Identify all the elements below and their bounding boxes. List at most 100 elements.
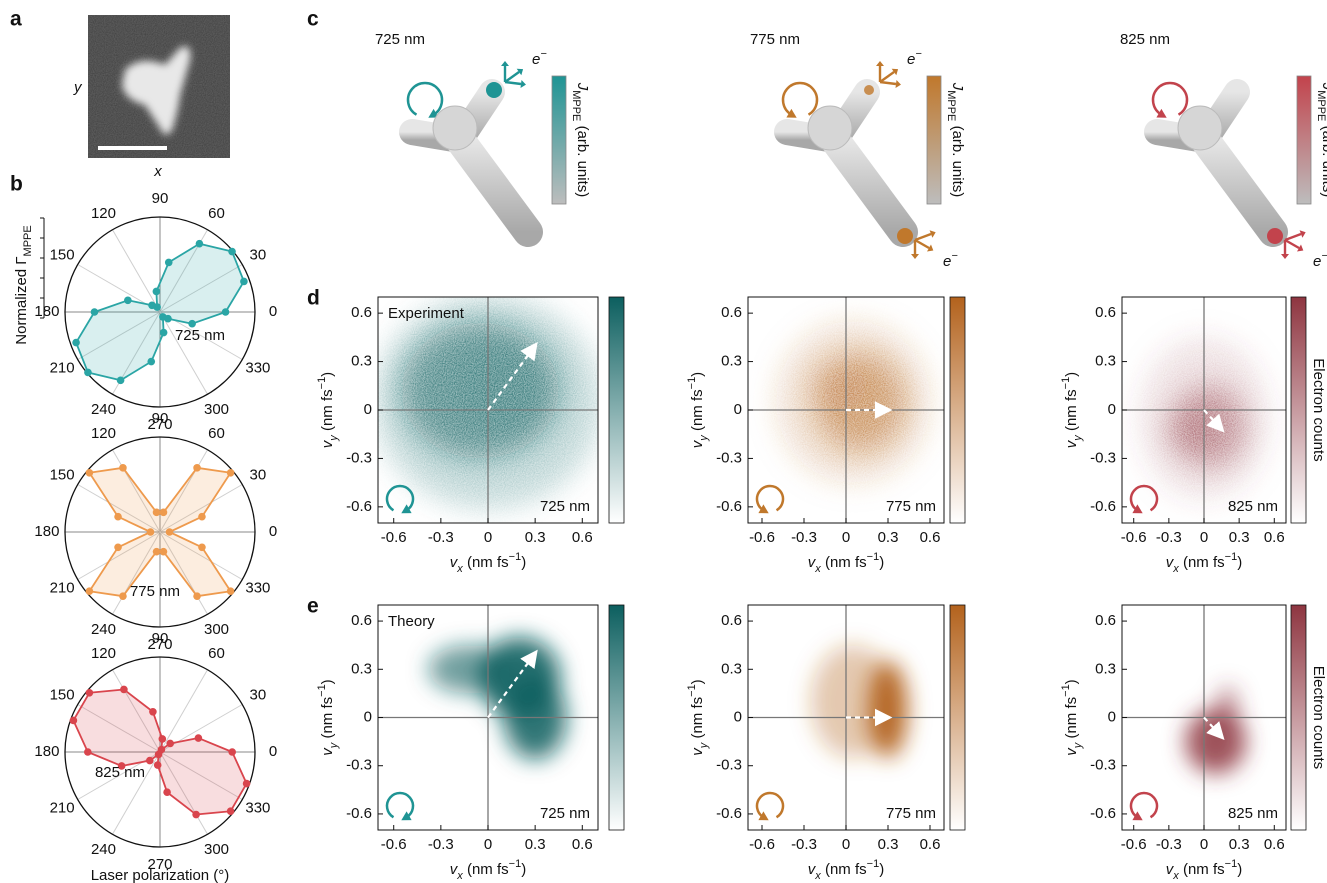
electron-label: e− bbox=[1313, 250, 1327, 270]
angle-tick-label: 240 bbox=[91, 841, 116, 858]
angle-tick-label: 0 bbox=[269, 743, 277, 760]
x-axis-label: vx (nm fs−1) bbox=[1166, 551, 1242, 575]
x-axis-label: vx (nm fs−1) bbox=[808, 858, 884, 882]
text-part: (nm fs bbox=[319, 697, 336, 743]
icon-arc bbox=[783, 83, 817, 115]
y-tick-label: -0.3 bbox=[716, 449, 742, 466]
x-axis-label: vx (nm fs−1) bbox=[450, 551, 526, 575]
text-part: (nm fs bbox=[463, 861, 509, 878]
text-part: − bbox=[951, 250, 958, 262]
spoke bbox=[160, 312, 208, 394]
nanostar-arm bbox=[460, 140, 528, 232]
data-point bbox=[154, 761, 162, 769]
text-part: (nm fs bbox=[689, 389, 706, 435]
data-point bbox=[146, 757, 154, 765]
emission-head bbox=[501, 61, 509, 66]
wavelength-label: 775 nm bbox=[886, 805, 936, 822]
panel-label: e bbox=[307, 595, 319, 618]
y-tick-label: 0 bbox=[1108, 708, 1116, 725]
data-point bbox=[91, 308, 99, 316]
data-point bbox=[160, 509, 168, 517]
nanostar bbox=[1157, 92, 1283, 244]
wavelength-label: 775 nm bbox=[130, 583, 180, 600]
text-part: MPPE bbox=[1315, 90, 1327, 121]
text-part: −1 bbox=[509, 551, 522, 563]
nanostar-hub bbox=[1178, 106, 1222, 150]
y-tick-label: 0.6 bbox=[1095, 612, 1116, 629]
data-point bbox=[228, 248, 236, 256]
data-point bbox=[196, 240, 204, 248]
data-point bbox=[166, 528, 174, 536]
emission-arrow bbox=[880, 82, 896, 84]
data-point bbox=[193, 464, 201, 472]
text-part: ) bbox=[521, 861, 526, 878]
x-tick-label: -0.3 bbox=[428, 529, 454, 546]
text-part: −1 bbox=[686, 377, 698, 390]
polarization-icon bbox=[783, 83, 817, 118]
data-point bbox=[153, 288, 161, 296]
angle-tick-label: 330 bbox=[245, 579, 270, 596]
x-tick-label: -0.3 bbox=[1156, 836, 1182, 853]
data-point bbox=[86, 469, 94, 477]
text-part: (arb. units) bbox=[1319, 121, 1327, 197]
text-part: (arb. units) bbox=[574, 121, 591, 197]
y-tick-label: -0.6 bbox=[346, 498, 372, 515]
text-part: ) bbox=[689, 372, 706, 377]
x-tick-label: 0.6 bbox=[920, 836, 941, 853]
emission-head bbox=[911, 254, 919, 259]
data-point bbox=[222, 308, 230, 316]
text-part: e bbox=[907, 51, 915, 68]
wavelength-label: 775 nm bbox=[886, 498, 936, 515]
y-tick-label: -0.3 bbox=[346, 449, 372, 466]
colorbar-label: Electron counts bbox=[1310, 666, 1327, 769]
text-part: e bbox=[943, 253, 951, 270]
text-part: MPPE bbox=[945, 90, 957, 121]
colorbar bbox=[1297, 76, 1311, 204]
polarization-icon bbox=[408, 83, 442, 118]
x-tick-label: -0.3 bbox=[791, 836, 817, 853]
x-tick-label: -0.6 bbox=[1121, 529, 1147, 546]
wavelength-label: 775 nm bbox=[750, 31, 800, 48]
angle-tick-label: 60 bbox=[208, 425, 225, 442]
data-point bbox=[119, 464, 127, 472]
hotspot bbox=[864, 85, 874, 95]
x-tick-label: -0.6 bbox=[381, 836, 407, 853]
text-part: − bbox=[540, 48, 547, 60]
data-point bbox=[124, 297, 132, 305]
y-tick-label: 0.3 bbox=[1095, 353, 1116, 370]
density-blob bbox=[811, 645, 895, 758]
colorbar bbox=[927, 76, 941, 204]
text-part: e bbox=[532, 51, 540, 68]
x-tick-label: -0.3 bbox=[428, 836, 454, 853]
data-point bbox=[165, 259, 173, 267]
data-point bbox=[84, 369, 92, 377]
wavelength-label: 825 nm bbox=[1228, 805, 1278, 822]
x-tick-label: 0.3 bbox=[878, 529, 899, 546]
text-part: −1 bbox=[1225, 858, 1238, 870]
y-tick-label: 0 bbox=[734, 708, 742, 725]
wavelength-label: 725 nm bbox=[175, 327, 225, 344]
data-point bbox=[149, 708, 157, 716]
x-tick-label: -0.6 bbox=[749, 529, 775, 546]
data-point bbox=[163, 788, 171, 796]
polarization-icon bbox=[1153, 83, 1187, 118]
text-part: −1 bbox=[867, 858, 880, 870]
angle-tick-label: 330 bbox=[245, 799, 270, 816]
data-point bbox=[147, 358, 155, 366]
x-tick-label: 0 bbox=[484, 529, 492, 546]
map-title: Experiment bbox=[388, 305, 465, 322]
text-part: (nm fs bbox=[689, 697, 706, 743]
x-tick-label: 0.6 bbox=[572, 836, 593, 853]
data-point bbox=[227, 587, 235, 595]
data-point bbox=[195, 734, 203, 742]
wavelength-label: 725 nm bbox=[540, 498, 590, 515]
angle-tick-label: 60 bbox=[208, 645, 225, 662]
map-title: Theory bbox=[388, 613, 435, 630]
text-part: (nm fs bbox=[1179, 861, 1225, 878]
colorbar bbox=[950, 297, 965, 523]
data-point bbox=[153, 548, 161, 556]
x-axis-label: vx (nm fs−1) bbox=[450, 858, 526, 882]
y-axis-label: Normalized ΓMPPE bbox=[13, 225, 34, 344]
data-point bbox=[198, 543, 206, 551]
text-part: ) bbox=[1063, 679, 1080, 684]
